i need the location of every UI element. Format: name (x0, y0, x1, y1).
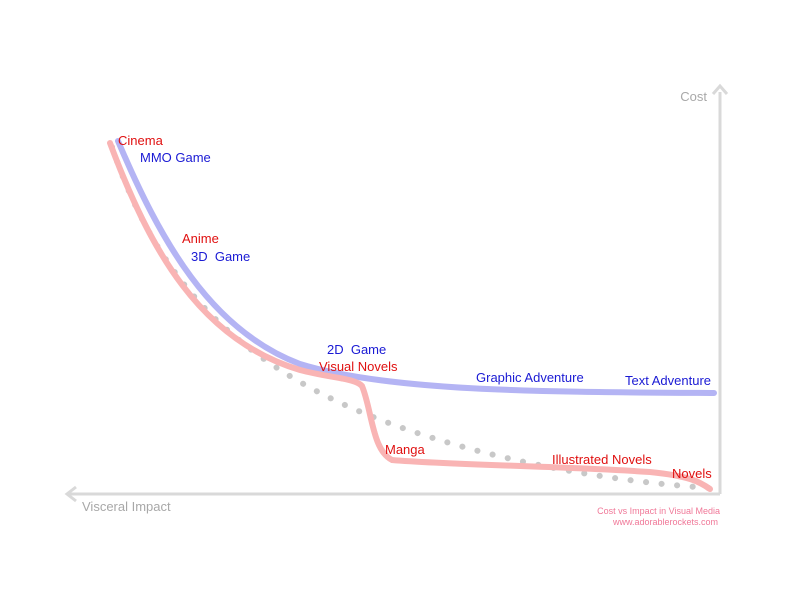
label-visual-novels: Visual Novels (319, 359, 398, 374)
label-graphic-adventure: Graphic Adventure (476, 370, 584, 385)
label-manga: Manga (385, 442, 426, 457)
y-axis-label: Cost (680, 89, 707, 104)
label-text-adventure: Text Adventure (625, 373, 711, 388)
label-3d-game: 3D Game (191, 249, 250, 264)
dotted-curve (109, 144, 713, 491)
curve-labels: Cinema MMO Game Anime 3D Game 2D Game Vi… (118, 133, 712, 481)
label-cinema: Cinema (118, 133, 164, 148)
blue-curve (115, 138, 717, 396)
credit-url: www.adorablerockets.com (612, 517, 718, 527)
label-illustrated-novels: Illustrated Novels (552, 452, 652, 467)
label-novels: Novels (672, 466, 712, 481)
x-axis-arrowhead (64, 485, 77, 503)
label-anime: Anime (182, 231, 219, 246)
curves (107, 138, 717, 492)
y-axis-arrowhead (711, 83, 729, 95)
credit: Cost vs Impact in Visual Media www.adora… (597, 506, 720, 527)
axes: Cost Visceral Impact (64, 83, 729, 514)
credit-title: Cost vs Impact in Visual Media (597, 506, 720, 516)
label-2d-game: 2D Game (327, 342, 386, 357)
label-mmo-game: MMO Game (140, 150, 211, 165)
red-curve (107, 140, 713, 492)
x-axis-label: Visceral Impact (82, 499, 171, 514)
